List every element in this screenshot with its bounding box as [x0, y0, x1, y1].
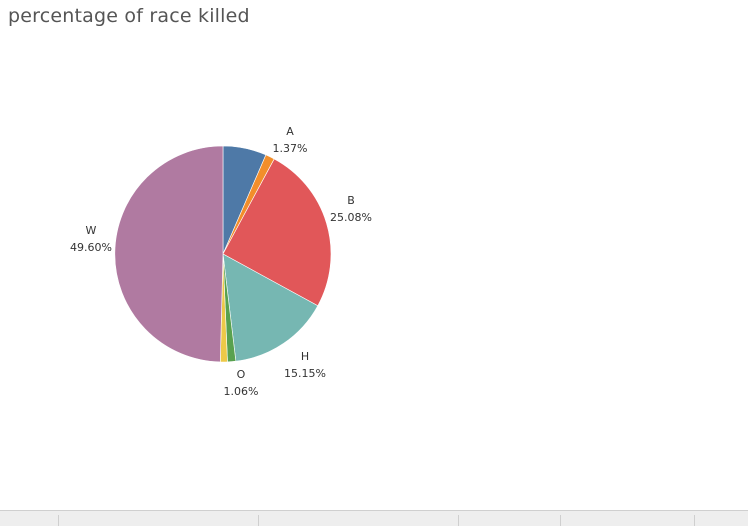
- label-pct-a: 1.37%: [273, 142, 308, 155]
- toolbar-divider: [458, 515, 459, 526]
- toolbar-divider: [694, 515, 695, 526]
- pie-slice-h[interactable]: [222, 253, 319, 362]
- label-category-b: B: [347, 194, 355, 207]
- toolbar-divider: [560, 515, 561, 526]
- pie-slice-b[interactable]: [222, 158, 332, 307]
- label-pct-h: 15.15%: [284, 367, 326, 380]
- bottom-toolbar: [0, 510, 748, 526]
- toolbar-divider: [258, 515, 259, 526]
- label-category-h: H: [301, 350, 309, 363]
- pie-slices: [114, 145, 332, 363]
- pie-labels: A 1.37% B 25.08% H 15.15% O 1.06% W 49.6…: [70, 125, 372, 398]
- label-pct-b: 25.08%: [330, 211, 372, 224]
- pie-slice-w[interactable]: [114, 145, 224, 363]
- label-category-o: O: [237, 368, 246, 381]
- toolbar-divider: [58, 515, 59, 526]
- label-pct-o: 1.06%: [224, 385, 259, 398]
- chart-title: percentage of race killed: [8, 5, 250, 27]
- label-category-w: W: [86, 224, 97, 237]
- label-pct-w: 49.60%: [70, 241, 112, 254]
- label-category-a: A: [286, 125, 294, 138]
